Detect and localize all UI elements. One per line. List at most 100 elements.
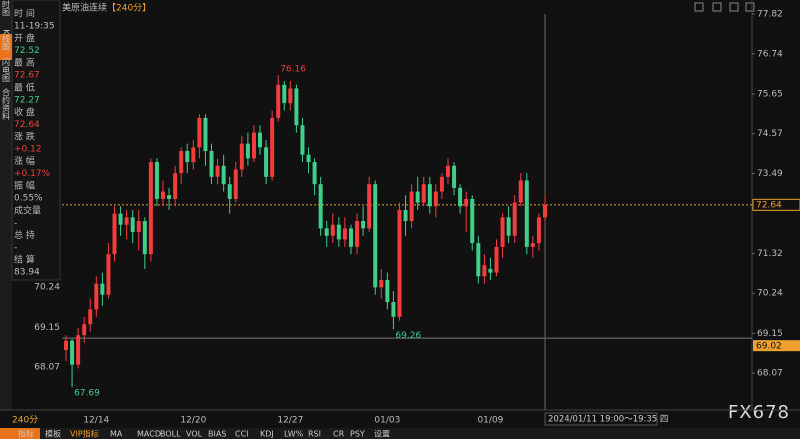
x-tick-label: 12/27 xyxy=(277,416,303,426)
period: 【240分】 xyxy=(107,3,151,14)
info-value: 72.52 xyxy=(14,46,40,56)
x-tick-label: 12/14 xyxy=(83,416,109,426)
info-value: - xyxy=(14,243,17,253)
tab[interactable]: 闪电图 xyxy=(2,58,11,83)
last-price-label: 72.64 xyxy=(756,200,782,210)
candle-body xyxy=(276,84,281,118)
info-value: 0.55% xyxy=(14,194,43,204)
candle-body xyxy=(251,132,256,159)
toolbar-item[interactable]: LW% xyxy=(284,430,304,439)
y-tick-label: 71.32 xyxy=(757,249,783,259)
y-tick-label: 68.07 xyxy=(757,369,783,379)
cursor-time: 2024/01/11 19:00～19:35 四 xyxy=(548,415,668,425)
toolbar-active xyxy=(0,428,40,439)
candle-body xyxy=(543,204,547,218)
side-tabs xyxy=(0,0,12,410)
candle-body xyxy=(282,84,287,104)
candle-body xyxy=(397,209,402,317)
watermark: FX678 xyxy=(728,402,790,423)
toolbar-item[interactable]: BIAS xyxy=(208,430,226,439)
info-label: 开 盘 xyxy=(14,32,35,44)
candle-body xyxy=(270,117,275,177)
candle-body xyxy=(464,198,469,207)
candle-body xyxy=(118,213,123,225)
tab[interactable]: 分时图 xyxy=(2,0,11,17)
candle-body xyxy=(452,165,457,188)
info-value: - xyxy=(14,218,17,228)
extreme-label: 67.69 xyxy=(74,389,100,399)
candle-body xyxy=(391,302,396,317)
toolbar-item[interactable]: MA xyxy=(110,430,123,439)
toolbar-item[interactable]: MACD xyxy=(137,430,161,439)
extreme-label: 69.26 xyxy=(395,331,421,341)
candle-body xyxy=(476,243,481,277)
candle-body xyxy=(379,279,384,288)
toolbar-item[interactable]: VOL xyxy=(186,430,203,439)
candle-body xyxy=(88,309,93,325)
candle-body xyxy=(94,283,99,310)
candle-body xyxy=(318,184,323,229)
y-tick-label: 69.15 xyxy=(757,329,783,339)
cursor-time-box xyxy=(544,412,658,426)
toolbar-item[interactable]: CCI xyxy=(235,430,249,439)
candle-body xyxy=(488,268,493,273)
candle-body xyxy=(312,162,317,185)
candle-body xyxy=(227,184,232,199)
candle-body xyxy=(348,228,353,247)
toolbar-item[interactable]: 指标 xyxy=(18,429,34,439)
candle-body xyxy=(306,154,311,163)
candle-body xyxy=(470,198,475,244)
info-value: 11-19:35 xyxy=(14,22,55,32)
candle-body xyxy=(70,340,75,365)
info-label: 时 间 xyxy=(14,8,35,20)
candle-body xyxy=(209,151,214,177)
candle-body xyxy=(233,169,238,199)
candle-body xyxy=(179,151,184,174)
toolbar-item[interactable]: RSI xyxy=(308,430,321,439)
info-label: 成交量 xyxy=(14,204,41,216)
x-tick-label: 01/03 xyxy=(374,416,400,426)
toolbar-item[interactable]: KDJ xyxy=(260,430,274,439)
extreme-label: 76.16 xyxy=(280,65,306,75)
x-tick-label: 12/20 xyxy=(180,416,206,426)
period-selector[interactable]: 240分 xyxy=(12,415,38,426)
toolbar-item[interactable]: CR xyxy=(333,430,345,439)
candle-body xyxy=(167,195,172,199)
last-price-box xyxy=(752,198,800,211)
candle-body xyxy=(342,228,347,240)
candle-body xyxy=(185,151,190,163)
x-tick-label: 01/09 xyxy=(477,416,503,426)
low-line-box xyxy=(753,340,800,352)
candle-body xyxy=(124,217,129,225)
info-value: 72.64 xyxy=(14,120,40,130)
candle-body xyxy=(324,228,329,236)
candle-body xyxy=(500,217,505,247)
candle-body xyxy=(221,165,226,185)
toolbar xyxy=(0,428,800,439)
toolbar-item[interactable]: VIP指标 xyxy=(70,429,99,439)
tab[interactable]: K线图 xyxy=(2,29,11,51)
y-tick-label: 73.49 xyxy=(757,169,783,179)
candle-body xyxy=(288,88,293,104)
toolbar-item[interactable]: 设置 xyxy=(374,429,390,439)
candle-body xyxy=(518,180,523,203)
info-label: 最 低 xyxy=(14,81,35,93)
low-line-label: 69.02 xyxy=(756,342,782,352)
candle-body xyxy=(336,224,341,240)
toolbar-item[interactable]: PSY xyxy=(350,430,365,439)
candle-body xyxy=(148,162,153,255)
toolbar-item[interactable]: 模板 xyxy=(45,429,61,439)
y-tick-label: 70.24 xyxy=(757,289,783,299)
candle-body xyxy=(161,191,166,199)
candle-body xyxy=(64,340,68,350)
candle-body xyxy=(506,217,511,236)
candle-body xyxy=(294,88,299,126)
candle-body xyxy=(330,224,335,236)
tab[interactable]: 合约资料 xyxy=(2,87,11,121)
info-panel xyxy=(11,0,61,281)
toolbar-item[interactable]: BOLL xyxy=(160,430,181,439)
candle-body xyxy=(373,184,378,288)
candle-body xyxy=(100,283,105,295)
info-label: 结 算 xyxy=(14,254,35,266)
info-value: 83.94 xyxy=(14,268,40,278)
